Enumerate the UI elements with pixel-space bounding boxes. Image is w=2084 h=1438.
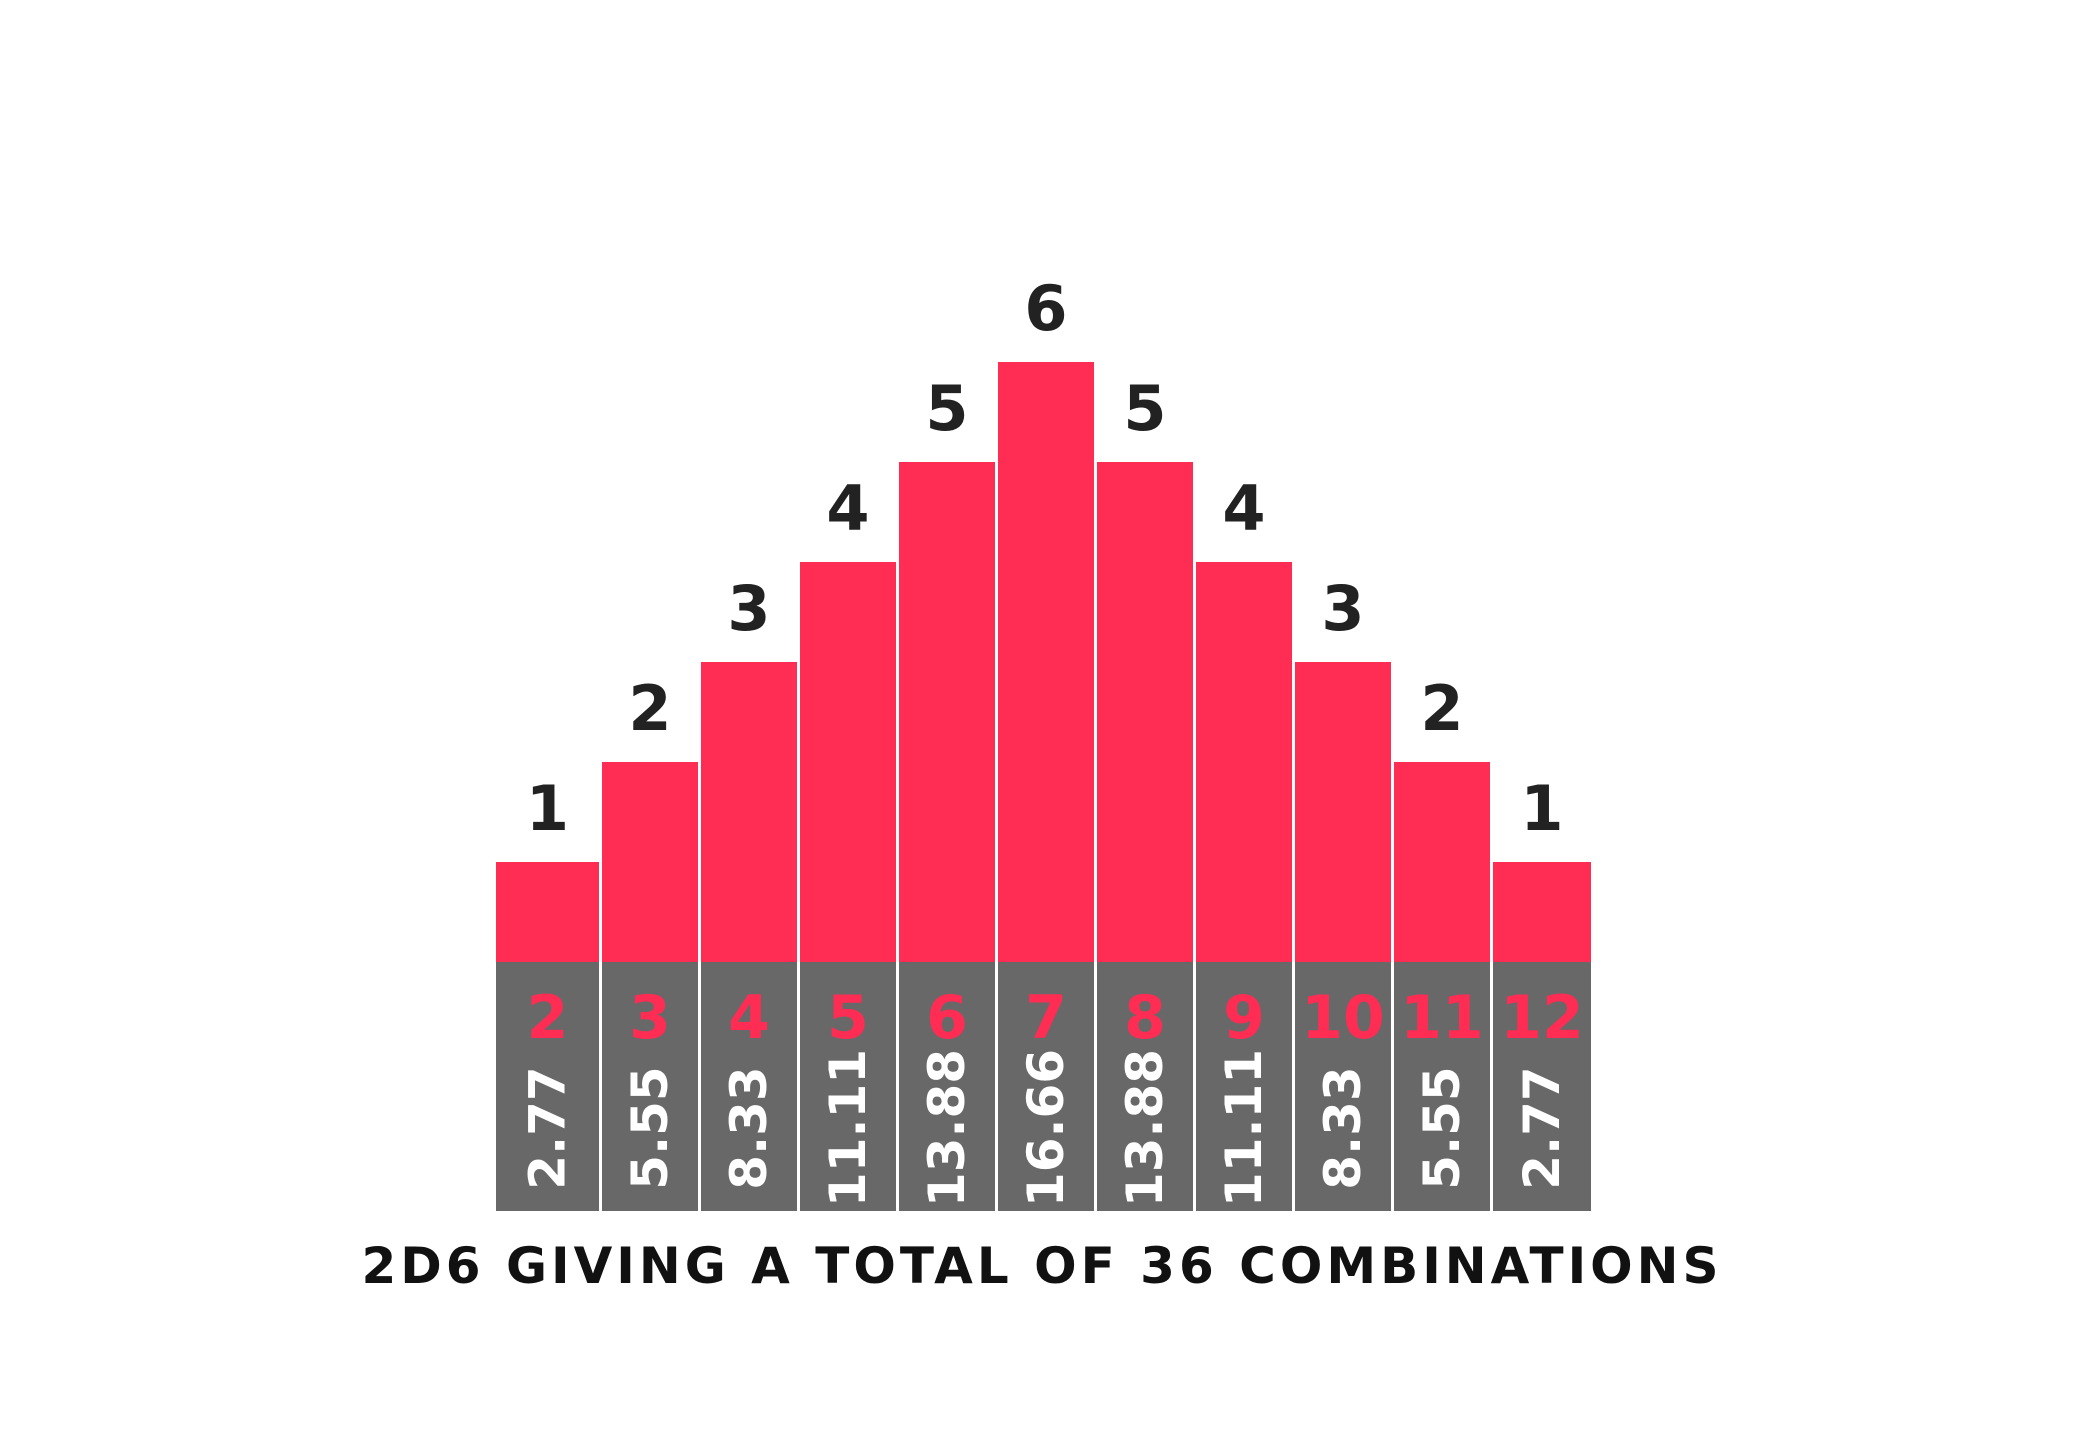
bar-sum-6 (899, 462, 995, 962)
percentage-label-8: 13.88 (1116, 1049, 1174, 1207)
table-cell-8 (1097, 962, 1193, 1211)
count-label-4: 3 (727, 572, 770, 645)
table-cell-5 (800, 962, 896, 1211)
table-cell-9 (1196, 962, 1292, 1211)
percentage-label-2: 2.77 (519, 1066, 577, 1189)
table-cell-3 (602, 962, 698, 1211)
table-cell-11 (1394, 962, 1490, 1211)
sum-label-11: 11 (1400, 983, 1484, 1053)
percentage-label-12: 2.77 (1513, 1066, 1571, 1189)
table-cell-10 (1295, 962, 1391, 1211)
bar-sum-5 (800, 562, 896, 962)
bar-sum-7 (998, 362, 1094, 962)
bar-sum-3 (602, 762, 698, 962)
sum-label-12: 12 (1500, 983, 1584, 1053)
count-label-7: 6 (1024, 272, 1067, 345)
percentage-label-3: 5.55 (621, 1066, 679, 1189)
count-label-6: 5 (925, 372, 968, 445)
percentage-label-4: 8.33 (720, 1066, 778, 1189)
count-label-11: 2 (1420, 672, 1463, 745)
percentage-label-5: 11.11 (819, 1049, 877, 1207)
sum-label-8: 8 (1124, 983, 1166, 1053)
chart-caption: 2D6 GIVING A TOTAL OF 36 COMBINATIONS (361, 1237, 1722, 1295)
table-group (496, 962, 1591, 1211)
sum-label-9: 9 (1223, 983, 1265, 1053)
percentage-label-7: 16.66 (1017, 1049, 1075, 1207)
sum-label-3: 3 (629, 983, 671, 1053)
count-label-12: 1 (1520, 772, 1563, 845)
percentage-labels-group: 2.77 5.55 8.33 11.11 13.88 16.66 13.88 11.11 8.3… (519, 1049, 1572, 1207)
count-label-5: 4 (826, 472, 869, 545)
percentage-label-6: 13.88 (918, 1049, 976, 1207)
bar-sum-12 (1493, 862, 1591, 962)
table-cell-7 (998, 962, 1094, 1211)
count-label-9: 4 (1222, 472, 1265, 545)
bar-sum-8 (1097, 462, 1193, 962)
sum-label-4: 4 (728, 983, 770, 1053)
sum-label-5: 5 (827, 983, 869, 1053)
sum-label-6: 6 (926, 983, 968, 1053)
count-label-3: 2 (628, 672, 671, 745)
bar-sum-11 (1394, 762, 1490, 962)
table-cell-2 (496, 962, 599, 1211)
sum-label-7: 7 (1025, 983, 1067, 1053)
count-label-2: 1 (526, 772, 569, 845)
table-cell-12 (1493, 962, 1591, 1211)
count-label-8: 5 (1123, 372, 1166, 445)
table-cell-6 (899, 962, 995, 1211)
bars-group (496, 362, 1591, 962)
bar-sum-9 (1196, 562, 1292, 962)
table-cell-4 (701, 962, 797, 1211)
percentage-label-9: 11.11 (1215, 1049, 1273, 1207)
bar-sum-4 (701, 662, 797, 962)
sum-labels-group: 2 3 4 5 6 7 8 9 10 11 12 (527, 983, 1584, 1053)
sum-label-2: 2 (527, 983, 569, 1053)
bar-sum-2 (496, 862, 599, 962)
bar-sum-10 (1295, 662, 1391, 962)
count-label-10: 3 (1321, 572, 1364, 645)
sum-label-10: 10 (1301, 983, 1385, 1053)
percentage-label-10: 8.33 (1314, 1066, 1372, 1189)
percentage-label-11: 5.55 (1413, 1066, 1471, 1189)
